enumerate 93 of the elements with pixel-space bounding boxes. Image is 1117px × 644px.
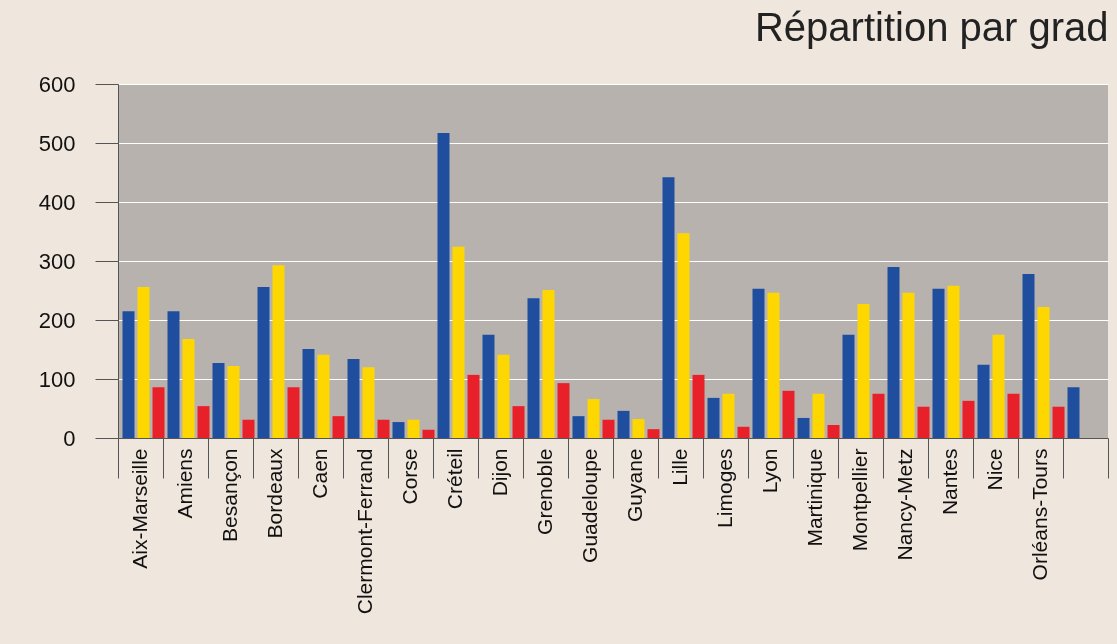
bar [992, 334, 1005, 438]
bar [827, 425, 840, 438]
x-tick-label: Amiens [173, 448, 196, 519]
y-tick-label: 100 [38, 366, 76, 392]
y-tick-label: 500 [38, 130, 76, 156]
bar [617, 410, 630, 438]
bar [677, 233, 690, 438]
bar [212, 363, 225, 438]
bar [902, 292, 915, 438]
bar [302, 348, 315, 438]
bar [452, 246, 465, 438]
bar [332, 416, 345, 438]
bar [662, 177, 675, 438]
x-tick-label: Nice [983, 448, 1006, 491]
bar [1022, 273, 1035, 438]
bar [167, 311, 180, 438]
y-tick-label: 200 [38, 307, 76, 333]
bar [977, 364, 990, 438]
bar [542, 289, 555, 438]
x-tick-label: Limoges [713, 448, 736, 528]
bar [512, 406, 525, 438]
y-tick-label: 300 [38, 248, 76, 274]
x-tick-label: Aix-Marseille [128, 448, 151, 569]
bar [467, 374, 480, 438]
x-tick-label: Dijon [488, 448, 511, 497]
bar [317, 354, 330, 438]
bar [557, 383, 570, 438]
x-tick-label: Caen [308, 448, 331, 499]
x-tick-label: Nantes [938, 448, 961, 516]
x-tick-label: Guyane [623, 448, 646, 523]
bar [227, 366, 240, 438]
bar [242, 419, 255, 438]
bar [287, 387, 300, 438]
y-tick-label: 0 [63, 425, 76, 451]
bar [692, 374, 705, 438]
x-tick-label: Lille [668, 448, 691, 486]
bar [257, 286, 270, 438]
x-tick-label: Lyon [758, 448, 781, 494]
bar [812, 393, 825, 438]
bar [197, 406, 210, 438]
bar [437, 132, 450, 438]
bar [572, 416, 585, 438]
x-tick-label: Orléans-Tours [1028, 448, 1051, 581]
bar [407, 419, 420, 438]
bar [707, 397, 720, 438]
bar [122, 311, 135, 438]
bar [1037, 307, 1050, 438]
bar [137, 286, 150, 438]
x-tick-label: Montpellier [848, 448, 871, 552]
bar [917, 406, 930, 438]
bar [647, 429, 660, 438]
chart-title: Répartition par grad [754, 5, 1109, 49]
bar [152, 387, 165, 438]
bar [737, 426, 750, 438]
y-tick-label: 400 [38, 189, 76, 215]
bar [872, 393, 885, 438]
bar [632, 419, 645, 438]
bar [1007, 393, 1020, 438]
x-tick-label: Créteil [443, 448, 466, 510]
x-tick-label: Nancy-Metz [893, 448, 916, 561]
bar [752, 288, 765, 438]
bar [362, 367, 375, 438]
bar [887, 266, 900, 438]
bar [497, 354, 510, 438]
bar [1067, 387, 1080, 438]
bar [482, 334, 495, 438]
bar [767, 292, 780, 438]
bar [932, 288, 945, 438]
bar [947, 285, 960, 438]
bar [782, 390, 795, 438]
bar [602, 419, 615, 438]
bar [527, 298, 540, 438]
x-tick-label: Besançon [218, 448, 241, 542]
x-tick-label: Grenoble [533, 448, 556, 535]
bar [857, 304, 870, 438]
bar [347, 358, 360, 438]
x-tick-label: Corse [398, 448, 421, 505]
bar [587, 399, 600, 438]
bar [272, 265, 285, 438]
x-tick-label: Martinique [803, 448, 826, 547]
x-tick-label: Guadeloupe [578, 448, 601, 563]
bar [1052, 406, 1065, 438]
bar [392, 422, 405, 438]
bar [422, 429, 435, 438]
y-tick-label: 600 [38, 71, 76, 97]
x-tick-label: Clermont-Ferrand [353, 448, 376, 615]
bar [377, 419, 390, 438]
bar [182, 338, 195, 438]
x-tick-label: Bordeaux [263, 448, 286, 539]
bar [722, 393, 735, 438]
bar [842, 334, 855, 438]
bar [797, 417, 810, 438]
bar [962, 400, 975, 438]
